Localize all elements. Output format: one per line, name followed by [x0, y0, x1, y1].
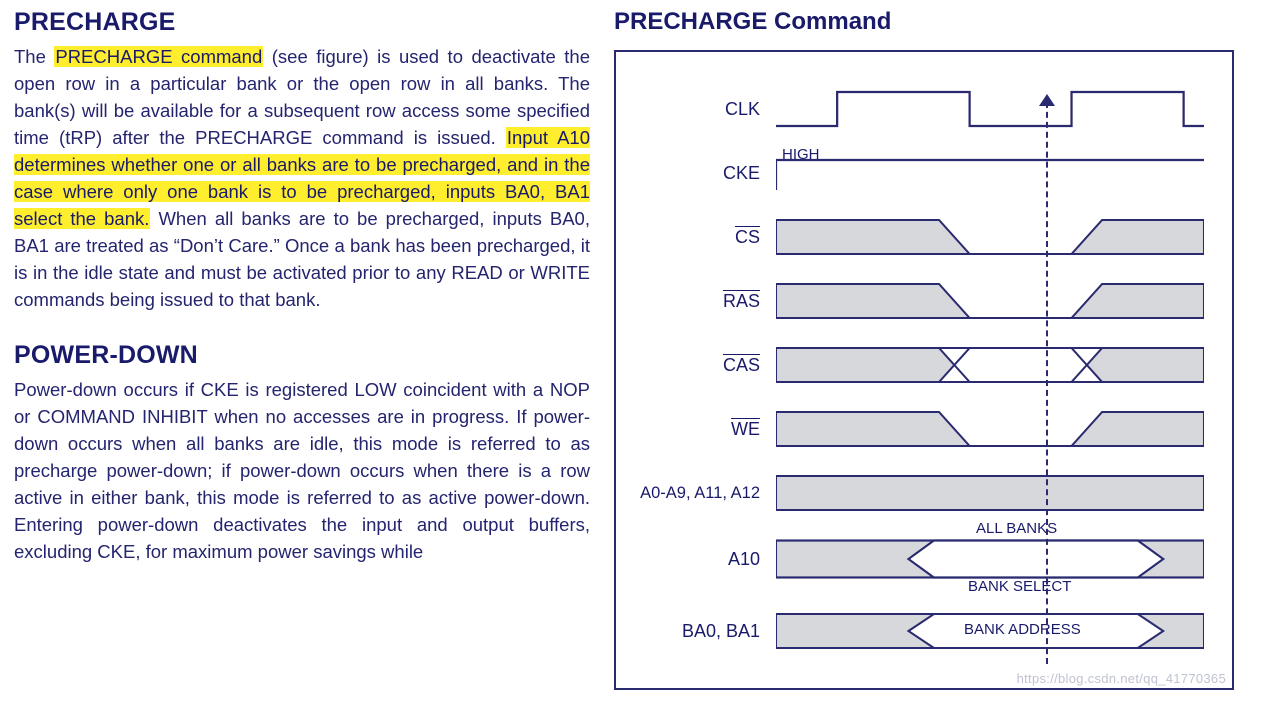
timing-diagram: CLK CKE HIGH CS	[614, 50, 1234, 690]
row-cas: CAS	[636, 336, 1204, 394]
annot-bankaddr: BANK ADDRESS	[964, 621, 1081, 638]
label-ba: BA0, BA1	[636, 602, 768, 660]
row-clk: CLK	[636, 80, 1204, 138]
wave-a10: ALL BANKS BANK SELECT	[776, 534, 1204, 584]
row-addr: A0-A9, A11, A12	[636, 464, 1204, 522]
annot-banksel: BANK SELECT	[968, 578, 1071, 595]
page-root: PRECHARGE The PRECHARGE command (see fig…	[0, 0, 1278, 705]
label-addr: A0-A9, A11, A12	[636, 464, 768, 522]
wave-clk	[776, 86, 1204, 132]
row-cs: CS	[636, 208, 1204, 266]
label-a10: A10	[636, 528, 768, 590]
row-cke: CKE HIGH	[636, 144, 1204, 202]
heading-diagram: PRECHARGE Command	[614, 8, 1264, 36]
annot-high: HIGH	[782, 146, 820, 163]
heading-powerdown: POWER-DOWN	[14, 341, 590, 370]
p1-text-a: The	[14, 46, 54, 67]
label-clk: CLK	[636, 80, 768, 138]
paragraph-precharge: The PRECHARGE command (see figure) is us…	[14, 43, 590, 313]
wave-we	[776, 406, 1204, 452]
row-we: WE	[636, 400, 1204, 458]
row-ba: BA0, BA1 BANK ADDRESS	[636, 602, 1204, 660]
wave-ba: BANK ADDRESS	[776, 608, 1204, 654]
watermark-text: https://blog.csdn.net/qq_41770365	[1017, 671, 1226, 686]
wave-cas	[776, 342, 1204, 388]
label-cas: CAS	[636, 336, 768, 394]
wave-ras	[776, 278, 1204, 324]
label-cke: CKE	[636, 144, 768, 202]
annot-allbanks: ALL BANKS	[976, 520, 1057, 537]
label-we: WE	[636, 400, 768, 458]
paragraph-powerdown: Power-down occurs if CKE is registered L…	[14, 376, 590, 565]
right-column: PRECHARGE Command CLK CKE HIGH	[614, 8, 1264, 705]
label-ras: RAS	[636, 272, 768, 330]
wave-addr	[776, 470, 1204, 516]
sample-arrow-icon	[1039, 94, 1055, 106]
row-ras: RAS	[636, 272, 1204, 330]
label-cs: CS	[636, 208, 768, 266]
row-a10: A10 ALL BANKS BANK SELECT	[636, 528, 1204, 590]
wave-cs	[776, 214, 1204, 260]
p1-highlight-1: PRECHARGE command	[54, 46, 263, 67]
heading-precharge: PRECHARGE	[14, 8, 590, 37]
left-column: PRECHARGE The PRECHARGE command (see fig…	[14, 8, 614, 705]
wave-cke: HIGH	[776, 150, 1204, 196]
